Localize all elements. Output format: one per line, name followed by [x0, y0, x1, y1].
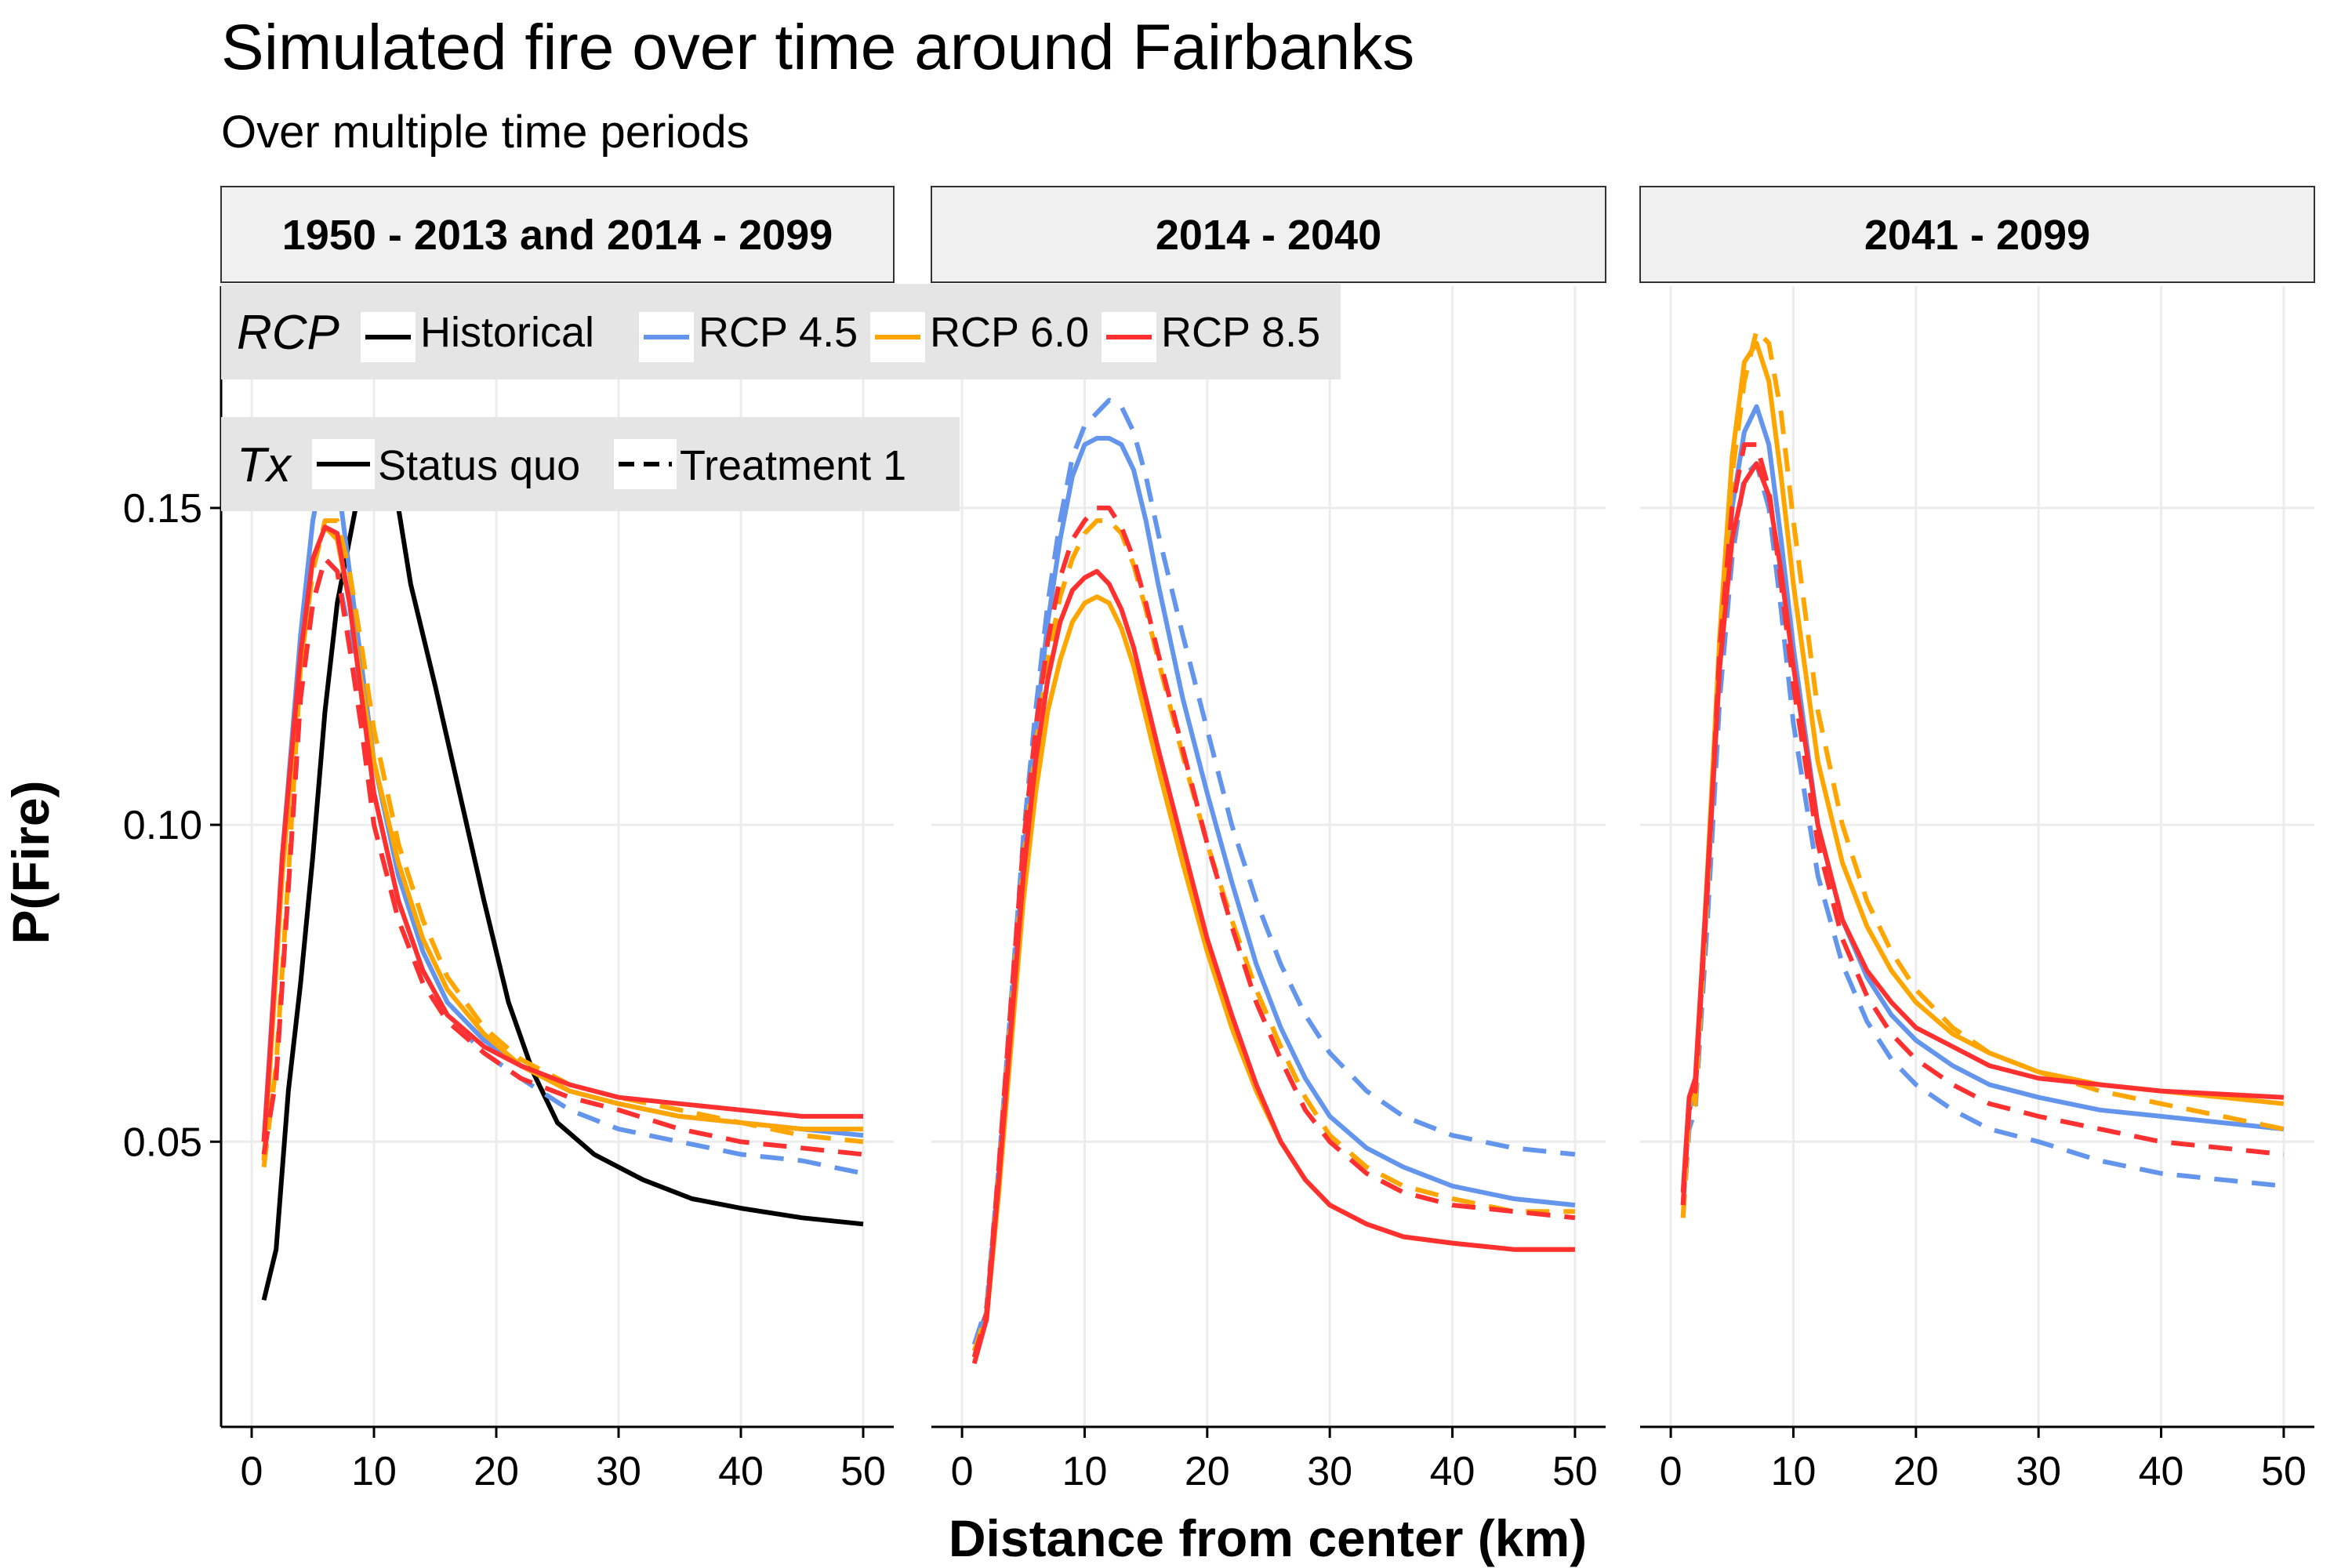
- chart-title: Simulated fire over time around Fairbank…: [221, 12, 1414, 83]
- series-line-rcp-8-5-solid: [971, 568, 1575, 1365]
- x-tick-label: 50: [1552, 1449, 1598, 1494]
- y-tick-label: 0.10: [123, 803, 202, 848]
- strip-label: 2041 - 2099: [1864, 212, 2090, 259]
- x-tick-label: 50: [2261, 1449, 2307, 1494]
- series-lines: [261, 429, 864, 1301]
- strip-background: [1639, 186, 2315, 283]
- x-tick-label: 50: [840, 1449, 886, 1494]
- x-tick-label: 10: [351, 1449, 397, 1494]
- series-line-historical-solid: [261, 429, 864, 1301]
- x-tick-label: 20: [1185, 1449, 1230, 1494]
- strip-label: 1950 - 2013 and 2014 - 2099: [282, 212, 833, 259]
- y-tick-label: 0.15: [123, 486, 202, 532]
- legend: RCP Historical RCP 4.5 RCP 6.0 RCP 8.5 Tx Stat…: [221, 284, 1341, 511]
- series-line-rcp-8-5-solid: [261, 524, 863, 1142]
- x-tick-label: 20: [474, 1449, 519, 1494]
- series-line-rcp-8-5-dashed: [261, 556, 864, 1157]
- panel-1: 1950 - 2013 and 2014 - 2099 0.05 0.10 0.15 0…: [123, 186, 895, 1494]
- series-line-rcp-4-5-dashed: [971, 397, 1576, 1345]
- panel-2: 2014 - 2040 0 10 20 30 40 50: [931, 186, 1606, 1494]
- x-tick-label: 40: [718, 1449, 764, 1494]
- x-tick-label: 0: [951, 1449, 974, 1494]
- x-tick-label: 10: [1771, 1449, 1817, 1494]
- linetype-legend-title: Tx: [237, 438, 292, 492]
- x-tick-label: 30: [2016, 1449, 2061, 1494]
- gridlines: [931, 286, 1606, 1427]
- series-line-rcp-8-5-dashed: [1680, 442, 2285, 1206]
- legend-label: Treatment 1: [680, 442, 906, 489]
- x-tick-label: 30: [596, 1449, 641, 1494]
- colour-legend-title: RCP: [237, 306, 339, 360]
- strip-background: [931, 186, 1606, 283]
- series-line-rcp-8-5-dashed: [971, 505, 1576, 1358]
- x-tick-label: 40: [2139, 1449, 2184, 1494]
- x-tick-label: 10: [1062, 1449, 1108, 1494]
- x-tick-label: 0: [241, 1449, 263, 1494]
- x-tick-label: 20: [1893, 1449, 1939, 1494]
- legend-label: RCP 4.5: [699, 309, 858, 356]
- legend-label: RCP 8.5: [1161, 309, 1320, 356]
- legend-label: Historical: [420, 309, 594, 356]
- strip-label: 2014 - 2040: [1156, 212, 1381, 259]
- panel-3: 2041 - 2099 0 10 20 30 40 50: [1639, 186, 2315, 1494]
- series-line-rcp-6-0-solid: [971, 594, 1575, 1359]
- y-tick-label: 0.05: [123, 1120, 202, 1165]
- gridlines: [1640, 286, 2314, 1427]
- series-line-rcp-4-5-solid: [971, 436, 1576, 1345]
- series-lines: [971, 397, 1576, 1365]
- legend-label: RCP 6.0: [930, 309, 1089, 356]
- series-lines: [1680, 328, 2285, 1218]
- y-axis-title: P(Fire): [2, 780, 60, 944]
- x-tick-label: 30: [1307, 1449, 1352, 1494]
- x-tick-label: 40: [1430, 1449, 1475, 1494]
- x-axis-title: Distance from center (km): [949, 1509, 1587, 1567]
- panels: 1950 - 2013 and 2014 - 2099 0.05 0.10 0.15 0…: [123, 186, 2315, 1494]
- strip-background: [220, 186, 895, 283]
- series-line-rcp-4-5-solid: [261, 455, 864, 1142]
- series-line-rcp-4-5-dashed: [1680, 461, 2285, 1218]
- x-tick-label: 0: [1660, 1449, 1682, 1494]
- legend-label: Status quo: [378, 442, 580, 489]
- chart-subtitle: Over multiple time periods: [221, 107, 750, 158]
